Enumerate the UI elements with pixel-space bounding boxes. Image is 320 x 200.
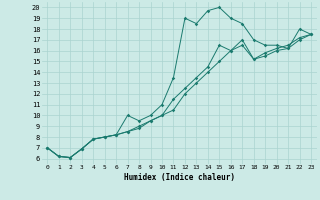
X-axis label: Humidex (Indice chaleur): Humidex (Indice chaleur) [124, 173, 235, 182]
